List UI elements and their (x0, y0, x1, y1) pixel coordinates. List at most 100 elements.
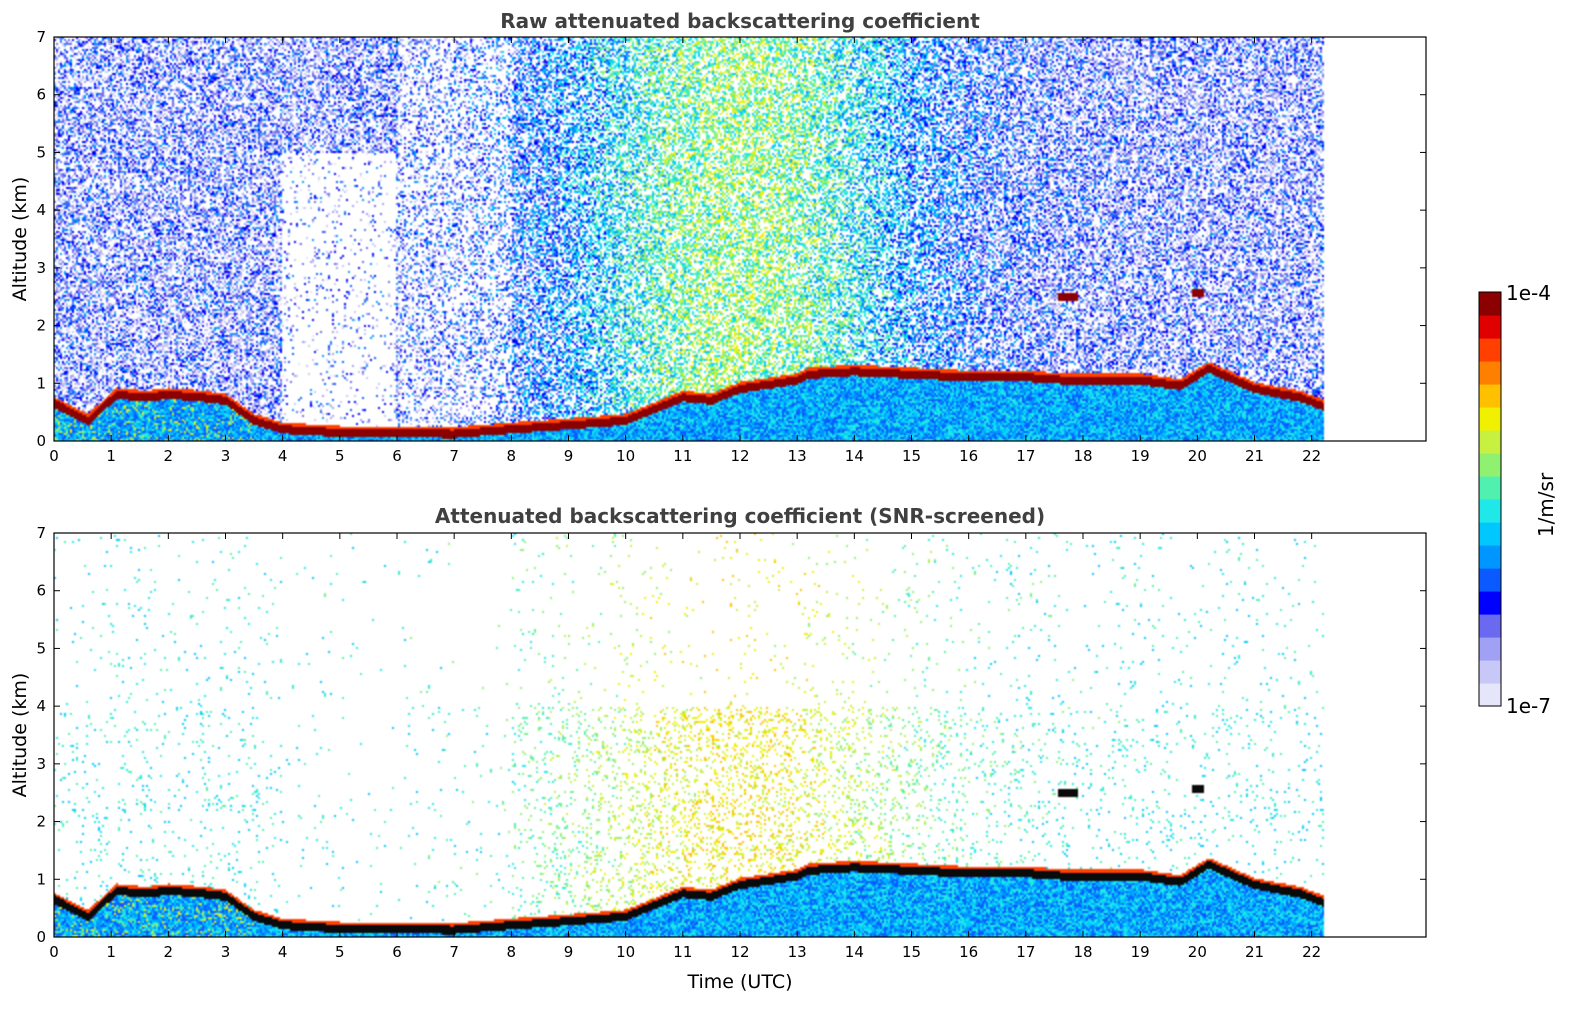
x-tick-label: 1 (106, 447, 116, 465)
x-tick-label: 21 (1245, 943, 1264, 961)
x-tick-label: 16 (959, 943, 978, 961)
x-tick-label: 8 (507, 447, 517, 465)
x-tick-label: 4 (278, 447, 288, 465)
x-tick-label: 22 (1302, 447, 1321, 465)
x-tick-label: 14 (845, 943, 864, 961)
x-tick-label: 1 (106, 943, 116, 961)
x-tick-label: 22 (1302, 943, 1321, 961)
heatmap-raw (54, 37, 1426, 441)
y-axis-label: Altitude (km) (9, 673, 31, 798)
x-axis: 0 1 2 3 4 5 6 7 8 9 10 11 12 13 14 15 16 17 18 19 20 21 22 (49, 533, 1321, 961)
colorbar-segment (1479, 591, 1501, 615)
x-tick-label: 18 (1073, 447, 1092, 465)
x-tick-label: 11 (673, 447, 692, 465)
colorbar-segment (1479, 476, 1501, 500)
colorbar-min-label: 1e-7 (1506, 694, 1551, 718)
x-tick-label: 6 (392, 447, 402, 465)
x-tick-label: 20 (1188, 943, 1207, 961)
colorbar-segment (1479, 361, 1501, 385)
x-tick-label: 20 (1188, 447, 1207, 465)
colorbar-gradient (1479, 292, 1501, 707)
colorbar-segment (1479, 499, 1501, 523)
colorbar-segment (1479, 637, 1501, 661)
x-tick-label: 7 (449, 943, 459, 961)
x-tick-label: 19 (1131, 447, 1150, 465)
y-tick-label: 6 (36, 86, 46, 104)
x-tick-label: 7 (449, 447, 459, 465)
x-tick-label: 0 (49, 447, 59, 465)
x-tick-label: 2 (164, 943, 174, 961)
y-tick-label: 2 (36, 813, 46, 831)
colorbar-frame (1478, 291, 1502, 707)
colorbar-segment (1479, 545, 1501, 569)
x-tick-label: 15 (902, 447, 921, 465)
y-axis-label: Altitude (km) (9, 177, 31, 302)
x-tick-label: 13 (788, 943, 807, 961)
colorbar-segment (1479, 315, 1501, 339)
y-tick-label: 0 (36, 432, 46, 450)
y-tick-label: 7 (36, 28, 46, 46)
x-tick-label: 17 (1016, 447, 1035, 465)
x-tick-label: 0 (49, 943, 59, 961)
x-tick-label: 16 (959, 447, 978, 465)
y-tick-label: 7 (36, 524, 46, 542)
chart-title: Attenuated backscattering coefficient (S… (435, 504, 1045, 528)
y-axis: 0 1 2 3 4 5 6 7 (36, 28, 1426, 450)
y-tick-label: 2 (36, 317, 46, 335)
colorbar-segment (1479, 522, 1501, 546)
y-tick-label: 5 (36, 143, 46, 161)
colorbar-segment (1479, 453, 1501, 477)
x-tick-label: 11 (673, 943, 692, 961)
x-tick-label: 12 (730, 447, 749, 465)
colorbar-segment (1479, 568, 1501, 592)
x-tick-label: 3 (221, 943, 231, 961)
y-tick-label: 5 (36, 639, 46, 657)
x-tick-label: 5 (335, 943, 345, 961)
y-tick-label: 4 (36, 697, 46, 715)
x-tick-label: 8 (507, 943, 517, 961)
panel-raw: Raw attenuated backscattering coefficien… (9, 9, 1427, 465)
x-tick-label: 19 (1131, 943, 1150, 961)
x-tick-label: 17 (1016, 943, 1035, 961)
x-tick-label: 5 (335, 447, 345, 465)
x-tick-label: 15 (902, 943, 921, 961)
colorbar-segment (1479, 683, 1501, 707)
chart-title: Raw attenuated backscattering coefficien… (500, 9, 980, 33)
y-tick-label: 4 (36, 201, 46, 219)
y-tick-label: 6 (36, 582, 46, 600)
colorbar-segment (1479, 614, 1501, 638)
x-tick-label: 9 (564, 943, 574, 961)
colorbar-segment (1479, 430, 1501, 454)
y-axis: 0 1 2 3 4 5 6 7 (36, 524, 1426, 946)
plot-area (53, 532, 1427, 938)
x-tick-label: 4 (278, 943, 288, 961)
y-tick-label: 3 (36, 755, 46, 773)
y-tick-label: 3 (36, 259, 46, 277)
x-tick-label: 21 (1245, 447, 1264, 465)
x-tick-label: 2 (164, 447, 174, 465)
x-tick-label: 18 (1073, 943, 1092, 961)
x-tick-label: 9 (564, 447, 574, 465)
x-tick-label: 6 (392, 943, 402, 961)
colorbar-max-label: 1e-4 (1506, 281, 1551, 305)
x-axis-label: Time (UTC) (686, 971, 792, 993)
colorbar-segment (1479, 384, 1501, 408)
x-tick-label: 10 (616, 943, 635, 961)
y-tick-label: 0 (36, 928, 46, 946)
colorbar-units-label: 1/m/sr (1534, 472, 1558, 537)
x-tick-label: 3 (221, 447, 231, 465)
x-tick-label: 12 (730, 943, 749, 961)
colorbar-segment (1479, 338, 1501, 362)
colorbar: 1e-4 1e-7 1/m/sr (1478, 281, 1558, 718)
panel-screened: Attenuated backscattering coefficient (S… (9, 504, 1427, 993)
heatmap-screened (54, 533, 1426, 937)
plot-area (53, 36, 1427, 442)
y-tick-label: 1 (36, 374, 46, 392)
y-tick-label: 1 (36, 870, 46, 888)
x-tick-label: 10 (616, 447, 635, 465)
colorbar-segment (1479, 292, 1501, 316)
x-axis: 0 1 2 3 4 5 6 7 8 9 10 11 12 13 14 15 16 17 18 19 20 21 22 (49, 37, 1321, 465)
colorbar-segment (1479, 660, 1501, 684)
x-tick-label: 14 (845, 447, 864, 465)
